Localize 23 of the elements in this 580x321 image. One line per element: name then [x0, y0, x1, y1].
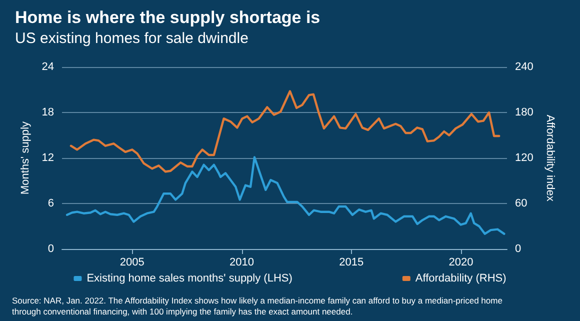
y-axis-title: Months' supply [19, 120, 32, 195]
chart-title: Home is where the supply shortage is [15, 8, 320, 27]
y-tick-label: 24 [42, 61, 54, 73]
legend-label: Affordability (RHS) [415, 272, 506, 284]
y2-tick-label: 240 [515, 61, 534, 73]
y2-tick-label: 60 [515, 198, 528, 210]
x-tick-label: 2010 [230, 256, 254, 268]
x-tick-label: 2015 [339, 256, 364, 268]
y-tick-label: 12 [42, 152, 54, 164]
legend-label: Existing home sales months' supply (LHS) [86, 272, 292, 284]
y2-tick-label: 120 [515, 152, 534, 164]
y2-tick-label: 0 [515, 243, 522, 255]
line-series [66, 156, 506, 235]
y2-tick-label: 180 [515, 106, 534, 118]
y-tick-label: 18 [42, 106, 54, 118]
y2-axis-title: Affordability index [544, 114, 556, 202]
x-tick-label: 2020 [448, 256, 474, 268]
y-tick-label: 0 [48, 243, 54, 255]
x-tick-label: 2005 [120, 256, 144, 268]
y-tick-label: 6 [48, 198, 54, 210]
source-note: Source: NAR, Jan. 2022. The Affordability Index shows how likely a median-income family can afford to buy a median-priced home through conventional financing, with 100 implying the family has the exact amount needed. [12, 296, 505, 316]
chart-subtitle: US existing homes for sale dwindle [15, 30, 248, 47]
line-series [70, 90, 500, 173]
